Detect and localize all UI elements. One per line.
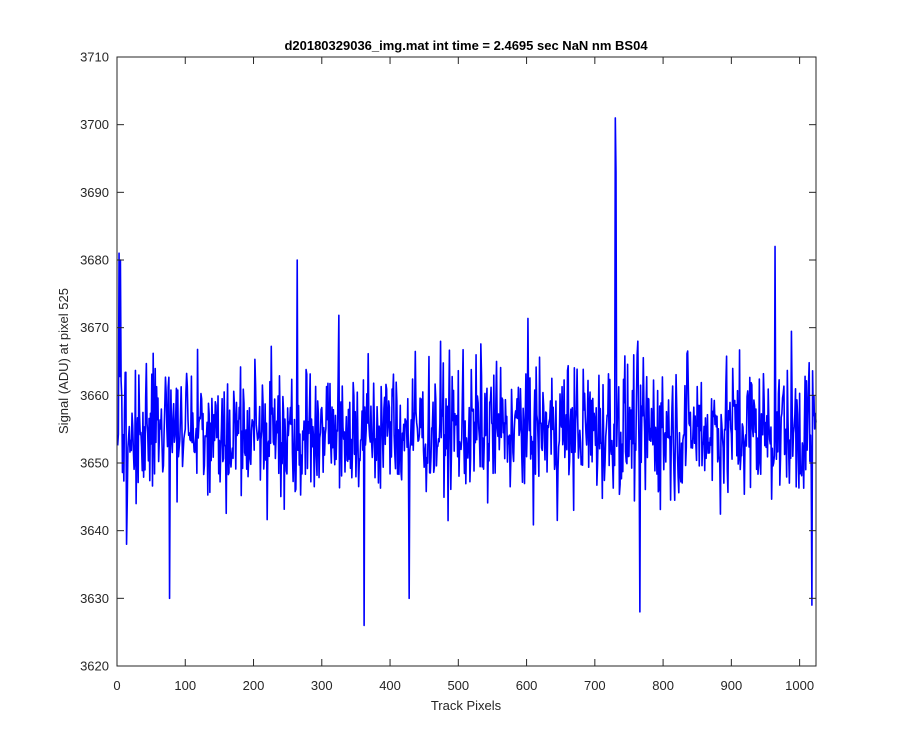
x-tick-label: 600 [516,678,538,693]
axes-box [116,56,817,667]
chart-title: d20180329036_img.mat int time = 2.4695 s… [284,38,648,53]
y-tick-label: 3620 [80,659,109,674]
y-tick-label: 3670 [80,320,109,335]
y-tick-label: 3700 [80,117,109,132]
y-tick-label: 3640 [80,523,109,538]
y-tick-label: 3660 [80,388,109,403]
y-tick-label: 3650 [80,456,109,471]
x-tick-label: 800 [652,678,674,693]
x-tick-label: 700 [584,678,606,693]
y-tick-label: 3630 [80,591,109,606]
y-tick-label: 3690 [80,185,109,200]
x-tick-label: 300 [311,678,333,693]
x-tick-label: 1000 [785,678,814,693]
x-axis-label: Track Pixels [431,698,502,713]
x-tick-label: 0 [113,678,120,693]
x-tick-label: 200 [243,678,265,693]
y-tick-label: 3680 [80,253,109,268]
series-line [116,117,817,627]
y-axis-label: Signal (ADU) at pixel 525 [56,288,71,434]
ticks-layer: 0 100 200 300 400 500 600 700 800 900 1000 3620 3630… [80,50,816,693]
plot-area [117,57,816,666]
x-tick-label: 100 [174,678,196,693]
series-layer [116,117,817,627]
x-tick-label: 900 [721,678,743,693]
x-tick-label: 500 [447,678,469,693]
x-tick-label: 400 [379,678,401,693]
y-tick-label: 3710 [80,50,109,65]
